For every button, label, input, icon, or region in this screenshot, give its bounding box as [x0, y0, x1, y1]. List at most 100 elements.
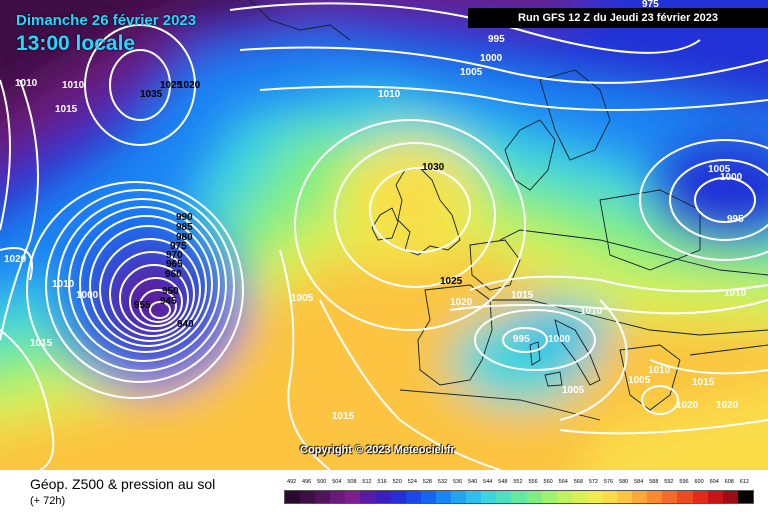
- legend-color-swatch: [662, 491, 678, 503]
- isobar-label: 1010: [724, 288, 747, 299]
- legend-color-swatch: [330, 491, 346, 503]
- isobar-label: 995: [727, 214, 744, 225]
- legend-color-swatch: [707, 491, 723, 503]
- forecast-local-time: 13:00 locale: [16, 32, 136, 55]
- legend-value-label: 544: [483, 479, 493, 485]
- legend-value-label: 580: [619, 479, 629, 485]
- isobar-label: 1000: [480, 53, 503, 64]
- isobar-label: 1010: [378, 89, 401, 100]
- legend-color-swatch: [632, 491, 648, 503]
- legend-value-label: 552: [513, 479, 523, 485]
- isobar-label: 1020: [4, 254, 27, 265]
- isobar-label: 950: [162, 286, 179, 297]
- isobar-label: 995: [488, 34, 505, 45]
- isobar-label: 1005: [562, 385, 585, 396]
- isobar-label: 1020: [178, 80, 201, 91]
- legend-scale-labels: 492 496 500 504 508 512 516 520 524 528 532 536 540 5…: [284, 479, 752, 489]
- legend-color-swatch: [451, 491, 467, 503]
- legend-color-swatch: [300, 491, 316, 503]
- legend-value-label: 608: [724, 479, 734, 485]
- legend-value-label: 568: [573, 479, 583, 485]
- legend-value-label: 536: [452, 479, 463, 485]
- model-run-info: Run GFS 12 Z du Jeudi 23 février 2023: [468, 8, 768, 28]
- legend-color-swatch: [285, 491, 301, 503]
- isobar-label: 1020: [716, 400, 739, 411]
- legend-color-swatch: [390, 491, 406, 503]
- legend-value-label: 556: [528, 479, 538, 485]
- legend-color-swatch: [481, 491, 497, 503]
- legend-color-bar: [284, 490, 754, 504]
- isobar-label: 1015: [30, 338, 53, 349]
- forecast-lead-time: (+ 72h): [30, 495, 66, 507]
- isobar-label: 965: [166, 259, 183, 270]
- isobar-label: 1010: [580, 306, 603, 317]
- legend-color-swatch: [345, 491, 361, 503]
- isobar-label: 1010: [648, 365, 671, 376]
- legend-value-label: 512: [362, 479, 372, 485]
- legend-color-swatch: [571, 491, 587, 503]
- legend-value-label: 540: [468, 479, 478, 485]
- legend-color-swatch: [722, 491, 738, 503]
- forecast-date: Dimanche 26 février 2023: [16, 12, 197, 29]
- isobar-label: 975: [642, 0, 659, 10]
- isobar-label: 1005: [460, 67, 483, 78]
- legend-color-swatch: [315, 491, 331, 503]
- legend-value-label: 564: [558, 479, 568, 485]
- coastlines: [249, 0, 768, 421]
- isobar-label: 1010: [62, 80, 85, 91]
- legend-panel: Géop. Z500 & pression au sol (+ 72h) 492…: [0, 470, 768, 512]
- legend-value-label: 496: [302, 479, 312, 485]
- legend-value-label: 584: [634, 479, 644, 485]
- legend-value-label: 528: [422, 479, 432, 485]
- product-title: Géop. Z500 & pression au sol: [30, 476, 216, 492]
- pressure-labels: 1010 1015 1035 1025 1020 995 1000 1005 1…: [4, 0, 747, 422]
- legend-color-swatch: [617, 491, 633, 503]
- isobar-label: 1020: [450, 297, 473, 308]
- isobar-label: 1005: [708, 164, 731, 175]
- isobar-label: 1020: [676, 400, 699, 411]
- legend-color-swatch: [405, 491, 421, 503]
- isobar-label: 1000: [548, 334, 571, 345]
- legend-value-label: 504: [332, 479, 342, 485]
- isobar-label: 1030: [422, 162, 445, 173]
- isobar-label: 1025: [440, 276, 463, 287]
- isobar-label: 1035: [140, 89, 163, 100]
- legend-color-swatch: [601, 491, 618, 503]
- legend-value-label: 520: [392, 479, 402, 485]
- legend-value-label: 596: [679, 479, 689, 485]
- isobar-label: 1015: [332, 411, 355, 422]
- legend-color-swatch: [556, 491, 572, 503]
- legend-color-swatch: [360, 491, 376, 503]
- legend-color-swatch: [435, 491, 452, 503]
- legend-value-label: 612: [739, 479, 749, 485]
- legend-value-label: 548: [498, 479, 508, 485]
- legend-color-swatch: [737, 491, 753, 503]
- isobar-label: 985: [176, 222, 193, 233]
- legend-value-label: 508: [347, 479, 357, 485]
- isobar-label: 1010: [52, 279, 75, 290]
- legend-color-swatch: [466, 491, 482, 503]
- isobar-label: 1015: [511, 290, 534, 301]
- legend-color-swatch: [526, 491, 542, 503]
- legend-color-swatch: [692, 491, 708, 503]
- isobar-label: 980: [176, 232, 193, 243]
- isobar-label: 1015: [55, 104, 78, 115]
- isobar-label: 945: [160, 296, 177, 307]
- isobar-label: 995: [513, 334, 530, 345]
- isobar-label: 1005: [628, 375, 651, 386]
- weather-map: 1010 1015 1035 1025 1020 995 1000 1005 1…: [0, 0, 768, 470]
- legend-value-label: 500: [317, 479, 327, 485]
- legend-value-label: 576: [603, 479, 614, 485]
- isobar-label: 940: [177, 319, 194, 330]
- isobar-label: 990: [176, 212, 193, 223]
- isobar-label: 970: [166, 250, 183, 261]
- isobar-label: 955: [134, 300, 151, 311]
- legend-color-swatch: [375, 491, 391, 503]
- legend-value-label: 532: [437, 479, 448, 485]
- isobar-label: 1015: [692, 377, 715, 388]
- isobar-label: 1005: [291, 293, 314, 304]
- legend-color-swatch: [496, 491, 512, 503]
- legend-color-swatch: [511, 491, 527, 503]
- legend-value-label: 516: [377, 479, 387, 485]
- isobar-label: 1010: [15, 78, 38, 89]
